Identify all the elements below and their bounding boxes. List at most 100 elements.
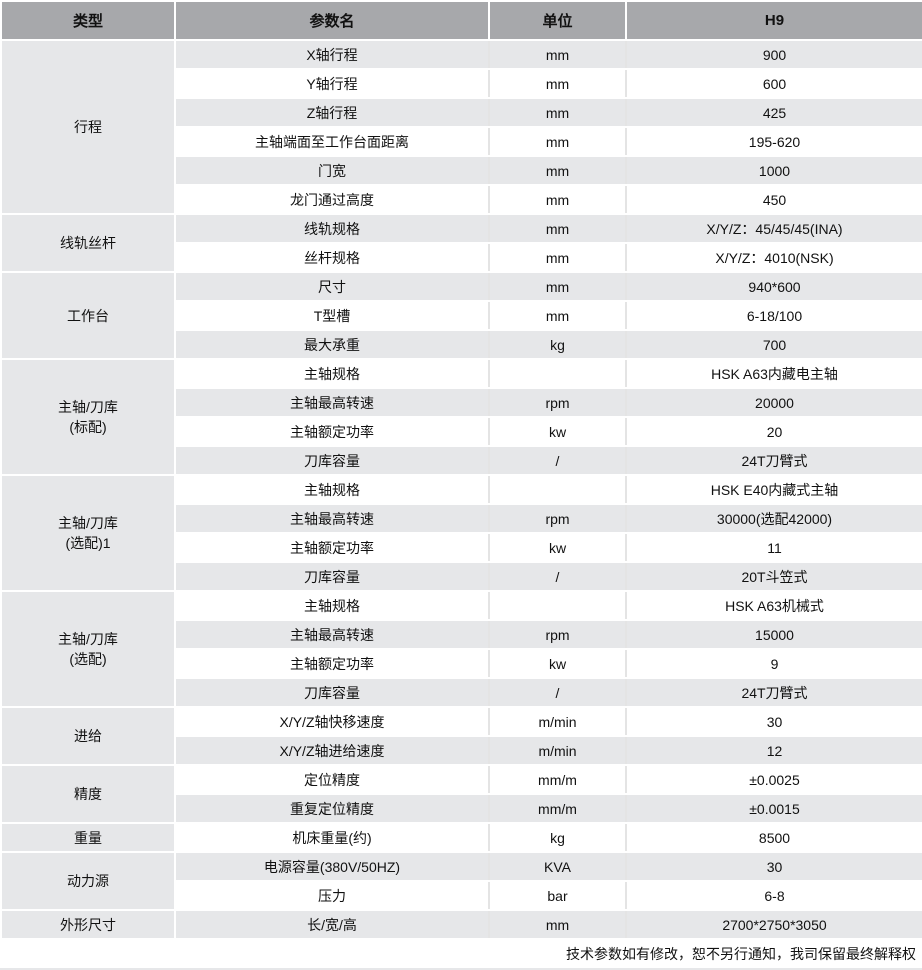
unit-cell: mm xyxy=(488,184,627,215)
value-cell: 900 xyxy=(625,39,922,70)
value-cell: 12 xyxy=(625,735,922,766)
table-row: 主轴额定功率 kw 20 xyxy=(1,416,922,447)
category-cell: 动力源 xyxy=(0,851,176,911)
value-cell: 6-8 xyxy=(625,880,922,911)
table-row: 精度 定位精度 mm/m ±0.0025 xyxy=(0,764,922,824)
unit-cell: rpm xyxy=(488,503,627,534)
param-cell: 主轴额定功率 xyxy=(174,648,490,679)
unit-cell: mm xyxy=(488,213,627,244)
value-cell: HSK E40内藏式主轴 xyxy=(625,474,922,505)
category-cell: 行程 xyxy=(0,39,176,215)
value-cell: 24T刀臂式 xyxy=(625,677,922,708)
table-row: 刀库容量/20T斗笠式 xyxy=(1,561,922,592)
unit-cell: mm xyxy=(488,300,627,331)
param-cell: 机床重量(约) xyxy=(174,822,490,853)
unit-cell: mm xyxy=(488,68,627,99)
value-cell: 20T斗笠式 xyxy=(625,561,922,592)
param-cell: 电源容量(380V/50HZ) xyxy=(174,851,490,882)
param-cell: 刀库容量 xyxy=(174,445,490,476)
value-cell: 1000 xyxy=(625,155,922,186)
table-row: 压力 bar 6-8 xyxy=(1,880,922,911)
table-row: 主轴额定功率 kw 9 xyxy=(1,648,922,679)
value-cell: 450 xyxy=(625,184,922,215)
table-row: 主轴最高转速 rpm 15000 xyxy=(1,619,922,650)
table-row: 外形尺寸 长/宽/高 mm 2700*2750*3050 xyxy=(0,909,922,940)
unit-cell: rpm xyxy=(488,619,627,650)
unit-cell: mm xyxy=(488,242,627,273)
unit-cell xyxy=(488,590,627,621)
unit-cell: mm xyxy=(488,155,627,186)
value-cell: 24T刀臂式 xyxy=(625,445,922,476)
value-cell: 8500 xyxy=(625,822,922,853)
value-cell: 11 xyxy=(625,532,922,563)
param-cell: 龙门通过高度 xyxy=(174,184,490,215)
table-row: X/Y/Z轴进给速度 m/min 12 xyxy=(1,735,922,766)
value-cell: ±0.0025 xyxy=(625,764,922,795)
table-row: 重复定位精度 mm/m ±0.0015 xyxy=(1,793,922,824)
param-cell: 定位精度 xyxy=(174,764,490,795)
footer-note: 技术参数如有修改，恕不另行通知，我司保留最终解释权 xyxy=(0,938,922,970)
param-cell: X轴行程 xyxy=(174,39,490,70)
category-cell: 工作台 xyxy=(0,271,176,360)
param-cell: 主轴最高转速 xyxy=(174,503,490,534)
table-row: 丝杆规格 mm X/Y/Z：4010(NSK) xyxy=(1,242,922,273)
table-row: 最大承重 kg 700 xyxy=(1,329,922,360)
header-unit: 单位 xyxy=(488,0,627,41)
unit-cell: bar xyxy=(488,880,627,911)
value-cell: 9 xyxy=(625,648,922,679)
unit-cell: KVA xyxy=(488,851,627,882)
param-cell: 线轨规格 xyxy=(174,213,490,244)
param-cell: Y轴行程 xyxy=(174,68,490,99)
table-row: 刀库容量/24T刀臂式 xyxy=(1,677,922,708)
value-cell: ±0.0015 xyxy=(625,793,922,824)
param-cell: 主轴规格 xyxy=(174,358,490,389)
value-cell: 940*600 xyxy=(625,271,922,302)
param-cell: 主轴最高转速 xyxy=(174,387,490,418)
unit-cell: kg xyxy=(488,329,627,360)
value-cell: 6-18/100 xyxy=(625,300,922,331)
param-cell: 最大承重 xyxy=(174,329,490,360)
value-cell: HSK A63机械式 xyxy=(625,590,922,621)
value-cell: X/Y/Z：45/45/45(INA) xyxy=(625,213,922,244)
unit-cell: kw xyxy=(488,416,627,447)
value-cell: 30 xyxy=(625,851,922,882)
unit-cell xyxy=(488,474,627,505)
param-cell: 尺寸 xyxy=(174,271,490,302)
table-row: 主轴端面至工作台面距离 mm 195-620 xyxy=(1,126,922,157)
table-row: 工作台 尺寸 mm 940*600 xyxy=(0,271,922,360)
param-cell: 主轴规格 xyxy=(174,590,490,621)
table-row: 线轨丝杆 线轨规格 mm X/Y/Z：45/45/45(INA) xyxy=(0,213,922,273)
unit-cell: mm xyxy=(488,126,627,157)
unit-cell: kg xyxy=(488,822,627,853)
value-cell: 30000(选配42000) xyxy=(625,503,922,534)
value-cell: 600 xyxy=(625,68,922,99)
unit-cell: mm/m xyxy=(488,793,627,824)
param-cell: 刀库容量 xyxy=(174,677,490,708)
param-cell: 主轴最高转速 xyxy=(174,619,490,650)
param-cell: 丝杆规格 xyxy=(174,242,490,273)
table-row: 主轴/刀库 (选配)1 主轴规格 HSK E40内藏式主轴 xyxy=(0,474,922,592)
category-cell: 进给 xyxy=(0,706,176,766)
param-cell: 主轴额定功率 xyxy=(174,532,490,563)
table-row: 进给 X/Y/Z轴快移速度 m/min 30 xyxy=(0,706,922,766)
unit-cell: mm xyxy=(488,97,627,128)
unit-cell: rpm xyxy=(488,387,627,418)
table-row: 刀库容量/24T刀臂式 xyxy=(1,445,922,476)
table-row: Y轴行程 mm 600 xyxy=(1,68,922,99)
unit-cell: kw xyxy=(488,532,627,563)
table-row: 主轴额定功率 kw 11 xyxy=(1,532,922,563)
unit-cell: kw xyxy=(488,648,627,679)
value-cell: 30 xyxy=(625,706,922,737)
unit-cell: mm xyxy=(488,909,627,940)
value-cell: 20000 xyxy=(625,387,922,418)
category-cell: 主轴/刀库 (选配) xyxy=(0,590,176,708)
table-row: 重量 机床重量(约) kg 8500 xyxy=(0,822,922,853)
param-cell: 主轴额定功率 xyxy=(174,416,490,447)
header-row: 类型 参数名 单位 H9 xyxy=(0,0,922,41)
header-model: H9 xyxy=(625,0,922,41)
param-cell: 门宽 xyxy=(174,155,490,186)
unit-cell: / xyxy=(488,677,627,708)
category-cell: 线轨丝杆 xyxy=(0,213,176,273)
table-row: 主轴/刀库 (选配) 主轴规格 HSK A63机械式 xyxy=(0,590,922,708)
